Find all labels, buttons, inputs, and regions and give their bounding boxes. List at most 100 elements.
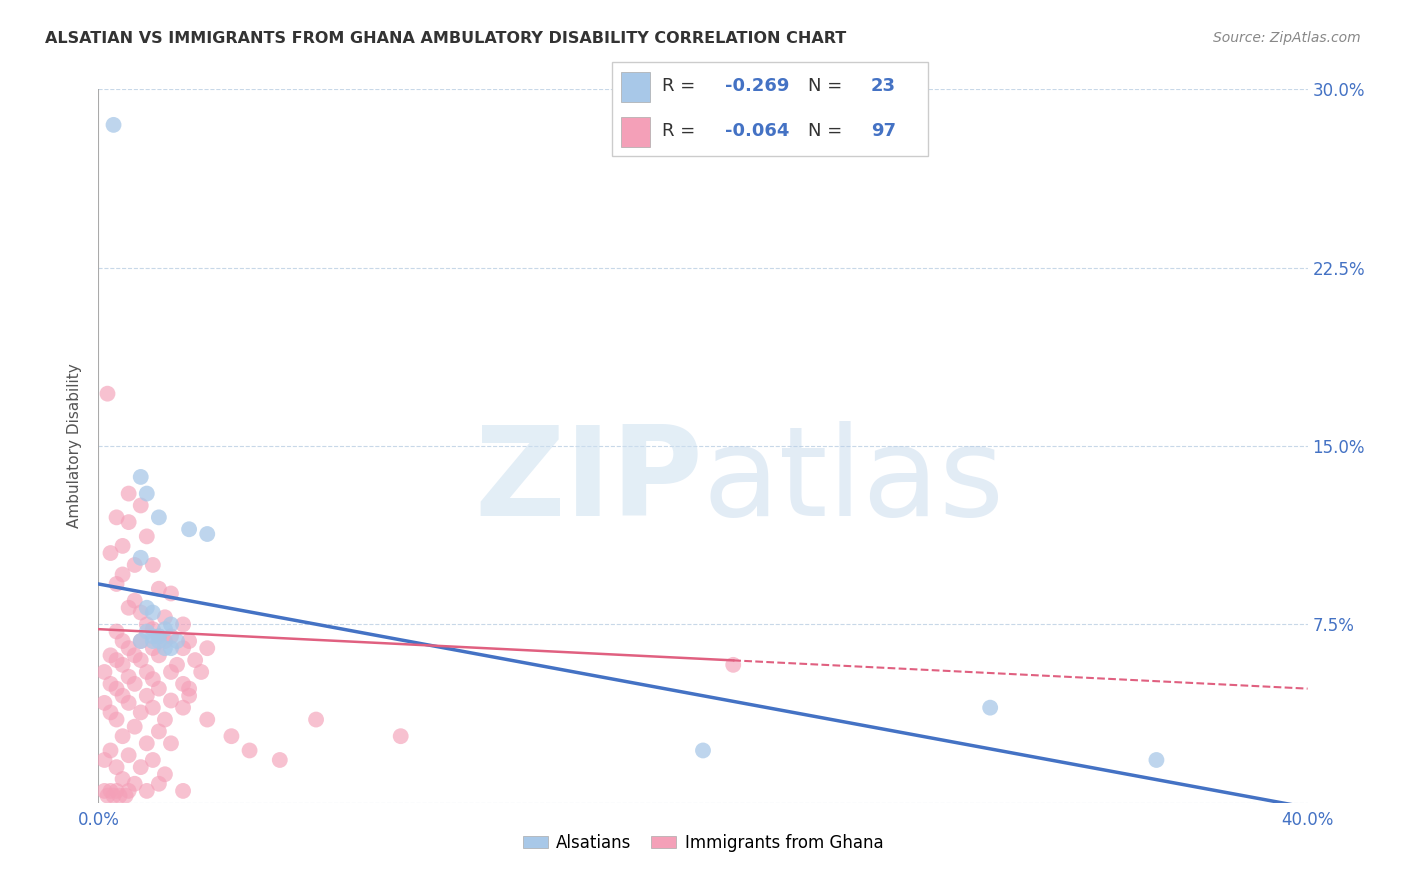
Point — [100, 677, 122, 691]
Point — [118, 641, 141, 656]
Point — [142, 558, 165, 572]
Point — [105, 624, 128, 639]
Point — [129, 634, 152, 648]
Point — [129, 606, 152, 620]
Point — [129, 706, 152, 720]
Point — [979, 700, 1001, 714]
Text: ALSATIAN VS IMMIGRANTS FROM GHANA AMBULATORY DISABILITY CORRELATION CHART: ALSATIAN VS IMMIGRANTS FROM GHANA AMBULA… — [45, 31, 846, 46]
Point — [105, 681, 128, 696]
Point — [135, 736, 157, 750]
Point — [153, 713, 176, 727]
Point — [179, 681, 201, 696]
Point — [111, 689, 134, 703]
Point — [305, 713, 328, 727]
Point — [195, 641, 218, 656]
Point — [172, 617, 194, 632]
Point — [172, 677, 194, 691]
Point — [93, 784, 115, 798]
Text: -0.269: -0.269 — [725, 77, 790, 95]
Point — [135, 600, 157, 615]
Text: 97: 97 — [872, 122, 896, 140]
Point — [692, 743, 714, 757]
Point — [111, 539, 134, 553]
Point — [160, 641, 183, 656]
Point — [160, 629, 183, 643]
Point — [172, 700, 194, 714]
Point — [105, 577, 128, 591]
Point — [111, 772, 134, 786]
Point — [124, 777, 146, 791]
Point — [93, 753, 115, 767]
Point — [135, 784, 157, 798]
Point — [103, 118, 125, 132]
Point — [172, 784, 194, 798]
Point — [160, 665, 183, 679]
Text: atlas: atlas — [703, 421, 1005, 542]
Point — [129, 653, 152, 667]
Point — [142, 606, 165, 620]
Point — [100, 706, 122, 720]
Point — [105, 510, 128, 524]
Point — [148, 629, 170, 643]
Point — [153, 767, 176, 781]
Point — [239, 743, 262, 757]
Point — [100, 546, 122, 560]
Point — [153, 610, 176, 624]
Text: N =: N = — [808, 122, 842, 140]
Text: R =: R = — [662, 77, 696, 95]
Point — [124, 677, 146, 691]
Point — [190, 665, 212, 679]
Point — [111, 567, 134, 582]
Point — [135, 689, 157, 703]
Point — [142, 629, 165, 643]
Point — [135, 529, 157, 543]
Point — [179, 522, 201, 536]
Point — [114, 789, 136, 803]
Point — [129, 550, 152, 565]
Point — [105, 760, 128, 774]
Point — [135, 486, 157, 500]
Point — [108, 789, 131, 803]
Point — [389, 729, 412, 743]
Point — [148, 634, 170, 648]
Point — [153, 634, 176, 648]
Point — [124, 558, 146, 572]
Point — [153, 641, 176, 656]
Point — [118, 696, 141, 710]
Point — [172, 641, 194, 656]
Point — [105, 653, 128, 667]
Point — [100, 648, 122, 663]
Point — [103, 789, 125, 803]
Point — [129, 499, 152, 513]
Point — [124, 648, 146, 663]
Point — [142, 700, 165, 714]
Legend: Alsatians, Immigrants from Ghana: Alsatians, Immigrants from Ghana — [516, 828, 890, 859]
Point — [142, 672, 165, 686]
Point — [93, 665, 115, 679]
Point — [142, 641, 165, 656]
Point — [160, 693, 183, 707]
Point — [195, 527, 218, 541]
Point — [118, 784, 141, 798]
Point — [148, 510, 170, 524]
Point — [166, 657, 188, 672]
Y-axis label: Ambulatory Disability: Ambulatory Disability — [67, 364, 83, 528]
Point — [118, 515, 141, 529]
Text: Source: ZipAtlas.com: Source: ZipAtlas.com — [1213, 31, 1361, 45]
Point — [135, 624, 157, 639]
Point — [142, 753, 165, 767]
Point — [129, 760, 152, 774]
Point — [105, 713, 128, 727]
Point — [1144, 753, 1167, 767]
Point — [179, 634, 201, 648]
Point — [269, 753, 291, 767]
Point — [160, 736, 183, 750]
Point — [111, 634, 134, 648]
Point — [100, 784, 122, 798]
FancyBboxPatch shape — [612, 62, 928, 156]
Point — [96, 789, 118, 803]
Point — [160, 586, 183, 600]
Point — [221, 729, 243, 743]
Point — [148, 724, 170, 739]
Text: 23: 23 — [872, 77, 896, 95]
